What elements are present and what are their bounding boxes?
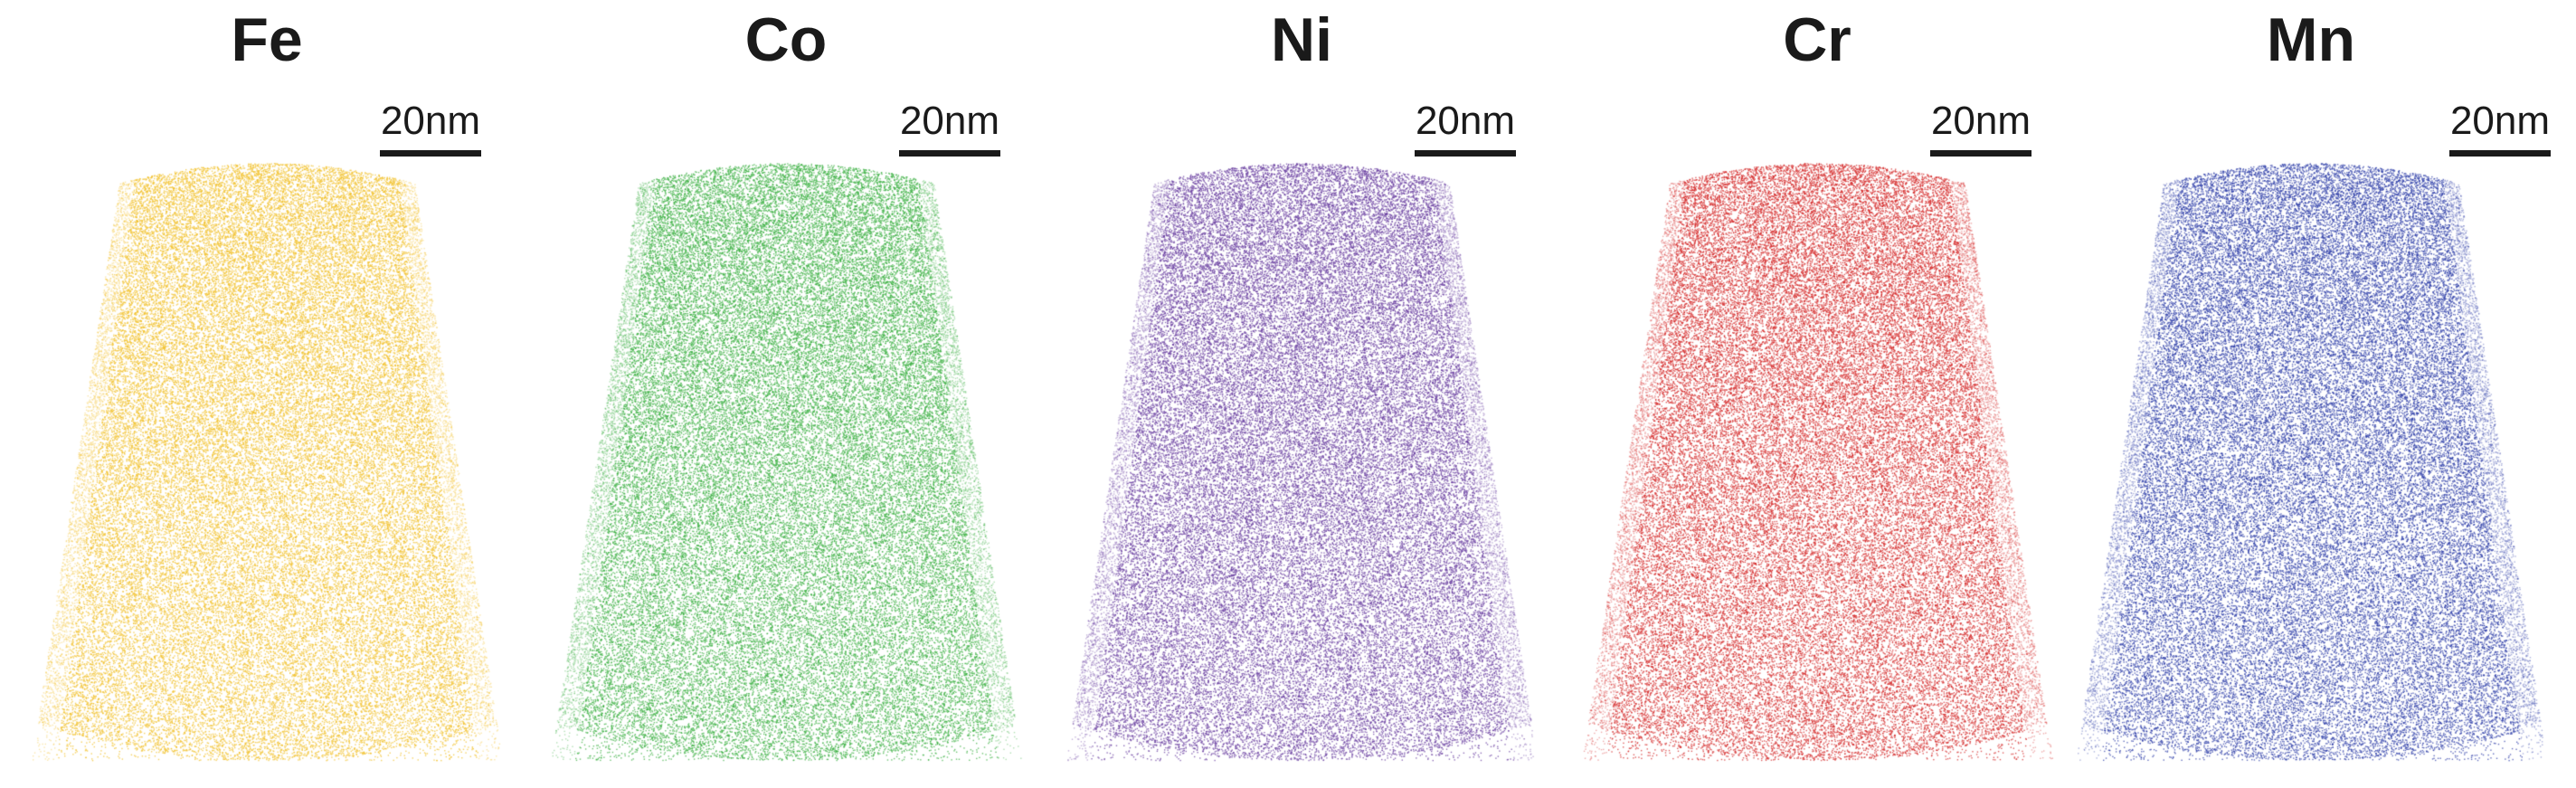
- panel-cr: Cr 20nm: [1559, 0, 2075, 788]
- atom-map-cr: [1559, 136, 2075, 778]
- scale-bar-label: 20nm: [380, 99, 481, 143]
- panel-fe: Fe 20nm: [9, 0, 525, 788]
- scale-bar-label: 20nm: [899, 99, 1000, 143]
- scale-bar-label: 20nm: [2449, 99, 2551, 143]
- atom-map-ni: [1044, 136, 1559, 778]
- panel-mn: Mn 20nm: [2053, 0, 2569, 788]
- element-title: Cr: [1783, 5, 1852, 74]
- element-title: Fe: [231, 5, 303, 74]
- atom-map-co: [528, 136, 1044, 778]
- element-title: Mn: [2266, 5, 2356, 74]
- element-title: Co: [744, 5, 828, 74]
- panel-ni: Ni 20nm: [1044, 0, 1559, 788]
- scale-bar-label: 20nm: [1930, 99, 2031, 143]
- scale-bar-label: 20nm: [1415, 99, 1516, 143]
- atom-map-fe: [9, 136, 525, 778]
- panel-co: Co 20nm: [528, 0, 1044, 788]
- atom-map-mn: [2053, 136, 2569, 778]
- element-title: Ni: [1271, 5, 1332, 74]
